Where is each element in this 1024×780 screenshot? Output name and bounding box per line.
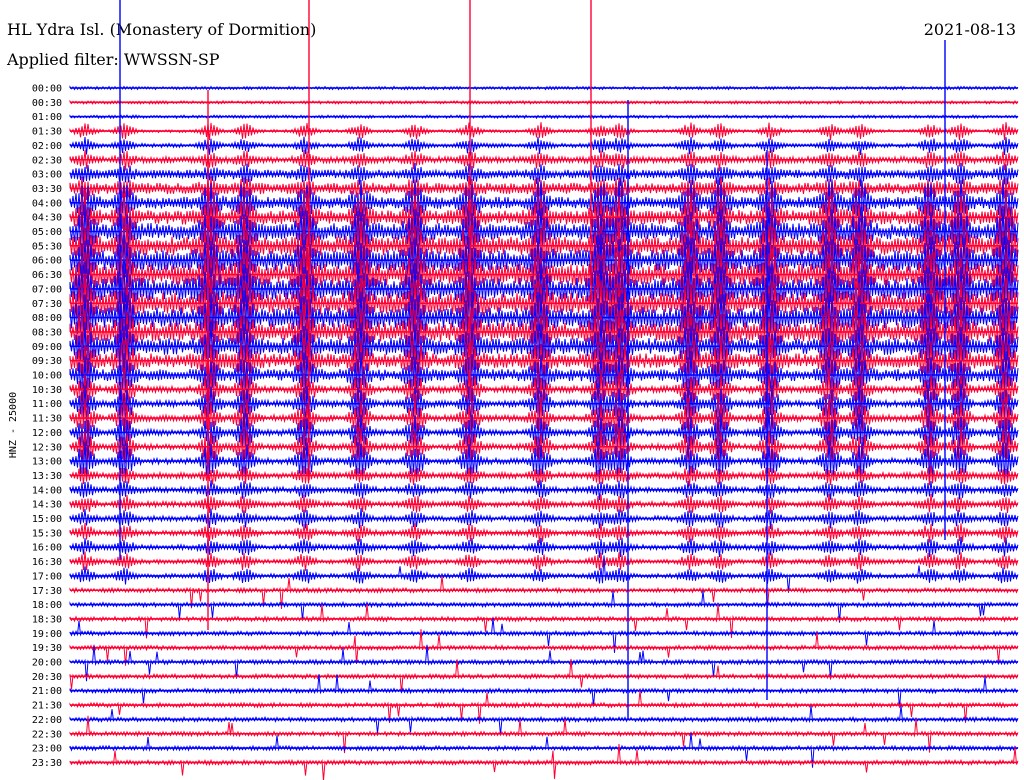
time-label: 19:00 xyxy=(32,629,62,640)
time-label: 21:30 xyxy=(32,701,62,712)
channel-label: HNZ - 25000 xyxy=(8,392,19,458)
time-label: 20:00 xyxy=(32,658,62,669)
time-label: 22:30 xyxy=(32,729,62,740)
time-label: 12:30 xyxy=(32,442,62,453)
time-label: 17:00 xyxy=(32,571,62,582)
time-label: 21:00 xyxy=(32,686,62,697)
time-label: 23:30 xyxy=(32,758,62,769)
time-label: 07:00 xyxy=(32,284,62,295)
time-label: 07:30 xyxy=(32,299,62,310)
time-label: 05:00 xyxy=(32,227,62,238)
time-label: 18:30 xyxy=(32,614,62,625)
time-label: 02:30 xyxy=(32,155,62,166)
time-label: 01:00 xyxy=(32,112,62,123)
time-label: 22:00 xyxy=(32,715,62,726)
time-label: 10:30 xyxy=(32,385,62,396)
time-label: 03:00 xyxy=(32,170,62,181)
time-label: 01:30 xyxy=(32,127,62,138)
trace-row xyxy=(69,705,1019,736)
time-label: 06:00 xyxy=(32,256,62,267)
time-label: 05:30 xyxy=(32,241,62,252)
time-label: 06:30 xyxy=(32,270,62,281)
time-label: 09:00 xyxy=(32,342,62,353)
time-label: 13:30 xyxy=(32,471,62,482)
time-label: 00:00 xyxy=(32,84,62,95)
time-label: 15:30 xyxy=(32,528,62,539)
time-labels-group: 00:00 00:30 01:00 01:30 02:00 02:30 03:00 03:30… xyxy=(32,84,62,769)
time-label: 18:00 xyxy=(32,600,62,611)
time-label: 19:30 xyxy=(32,643,62,654)
trace-row xyxy=(69,218,1019,275)
traces-group xyxy=(69,0,1019,780)
time-label: 08:30 xyxy=(32,327,62,338)
time-label: 03:30 xyxy=(32,184,62,195)
time-label: 20:30 xyxy=(32,672,62,683)
time-label: 14:30 xyxy=(32,500,62,511)
time-label: 16:30 xyxy=(32,557,62,568)
time-label: 13:00 xyxy=(32,457,62,468)
station-title: HL Ydra Isl. (Monastery of Dormition) xyxy=(7,20,317,39)
time-label: 04:00 xyxy=(32,198,62,209)
time-label: 10:00 xyxy=(32,371,62,382)
time-label: 12:00 xyxy=(32,428,62,439)
time-label: 23:00 xyxy=(32,744,62,755)
time-label: 00:30 xyxy=(32,98,62,109)
time-label: 16:00 xyxy=(32,543,62,554)
time-label: 02:00 xyxy=(32,141,62,152)
time-label: 14:00 xyxy=(32,485,62,496)
time-label: 15:00 xyxy=(32,514,62,525)
time-label: 11:30 xyxy=(32,414,62,425)
time-label: 04:30 xyxy=(32,213,62,224)
time-label: 11:00 xyxy=(32,399,62,410)
time-label: 17:30 xyxy=(32,586,62,597)
time-label: 08:00 xyxy=(32,313,62,324)
date-label: 2021-08-13 xyxy=(923,20,1016,39)
time-label: 09:30 xyxy=(32,356,62,367)
filter-label: Applied filter: WWSSN-SP xyxy=(7,50,220,69)
